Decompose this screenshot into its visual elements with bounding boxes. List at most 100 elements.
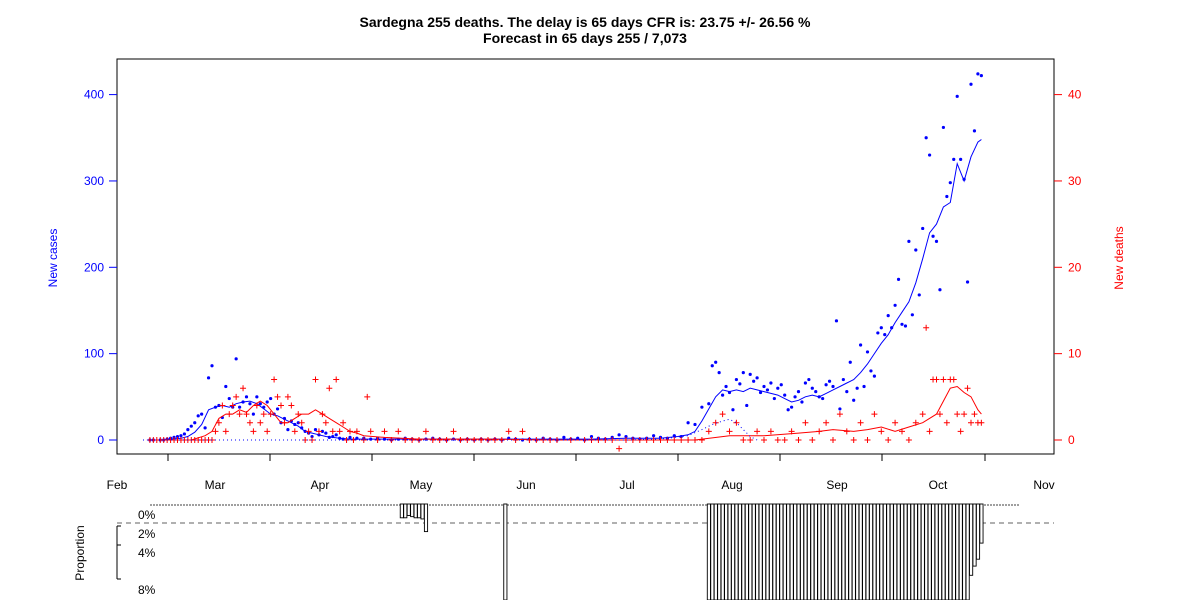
proportion-bar (951, 503, 956, 600)
y-left-tick-label: 100 (84, 347, 104, 361)
death-point (322, 419, 329, 426)
death-point (809, 437, 816, 443)
death-point (491, 437, 498, 443)
case-point (807, 377, 811, 382)
proportion-bar (975, 503, 981, 560)
death-point (305, 428, 312, 435)
proportion-bar (503, 503, 508, 600)
case-point (941, 125, 946, 130)
proportion-bar (844, 503, 849, 600)
y-left-tick-label: 0 (97, 433, 104, 447)
x-tick-label-sep: Sep (826, 478, 848, 492)
chart-subtitle: Forecast in 65 days 255 / 7,073 (483, 30, 687, 46)
death-point (429, 437, 436, 443)
proportion-bar (855, 503, 860, 600)
case-point (707, 402, 711, 406)
proportion-bar (938, 503, 943, 600)
proportion-bar (862, 503, 867, 600)
case-point (714, 360, 718, 364)
death-point (457, 437, 464, 443)
case-point (562, 435, 566, 440)
proportion-bar (420, 503, 425, 520)
death-point (954, 411, 961, 418)
case-point (938, 288, 942, 292)
proportion-bar (972, 503, 977, 567)
proportion-bar (827, 503, 832, 600)
case-point (945, 194, 949, 199)
proportion-bar (906, 503, 912, 600)
case-point (855, 386, 859, 390)
case-point (969, 82, 973, 86)
death-point (364, 393, 371, 400)
case-point (296, 421, 300, 425)
proportion-bar (806, 503, 811, 600)
proportion-bar (765, 503, 770, 600)
death-point (857, 419, 864, 426)
case-point (838, 407, 842, 411)
proportion-bar (875, 503, 880, 600)
proportion-bar (841, 503, 846, 600)
case-point (928, 153, 932, 157)
y-left-axis-label: New cases (46, 229, 60, 288)
proportion-tick-label: 2% (138, 527, 156, 541)
case-point (893, 303, 897, 307)
death-point (961, 411, 968, 418)
death-point (971, 411, 978, 418)
proportion-bar (831, 503, 836, 600)
proportion-bar (762, 503, 767, 600)
proportion-bar (717, 503, 722, 600)
case-point (741, 371, 745, 375)
death-point (905, 437, 912, 443)
death-point (343, 437, 350, 443)
case-point (862, 384, 866, 389)
case-point (313, 428, 318, 432)
x-tick-label-nov: Nov (1033, 478, 1054, 492)
case-point (200, 412, 204, 416)
death-point (926, 428, 933, 435)
proportion-bar (931, 503, 936, 600)
x-tick-label-jun: Jun (516, 478, 535, 492)
proportion-bar (741, 503, 746, 600)
case-point (921, 226, 925, 231)
proportion-bar (768, 503, 774, 600)
proportion-bar (917, 503, 922, 600)
death-point (616, 445, 623, 452)
x-tick-label-mar: Mar (205, 478, 226, 492)
proportion-bar (803, 503, 808, 600)
death-point (291, 428, 298, 435)
case-point (955, 94, 959, 98)
proportion-bar (955, 503, 960, 600)
proportion-tick-label: 4% (138, 546, 156, 560)
case-point (734, 377, 739, 382)
case-point (779, 383, 783, 387)
death-point (212, 428, 219, 435)
proportion-panel: 0% 2% 4% 8% (116, 503, 1054, 600)
death-point (719, 411, 726, 418)
case-point (324, 431, 328, 435)
proportion-bar (734, 503, 739, 600)
case-point (883, 333, 887, 337)
y-right-tick-label: 40 (1068, 88, 1082, 102)
proportion-bar (713, 503, 718, 600)
case-point (234, 357, 238, 361)
plot-frame (116, 58, 1055, 455)
case-point (710, 364, 714, 368)
death-point (264, 428, 271, 435)
case-point (786, 408, 790, 412)
death-point (409, 437, 416, 443)
case-point (865, 350, 870, 354)
case-point (348, 435, 352, 440)
case-point (755, 376, 759, 380)
death-point (443, 437, 450, 443)
case-point (310, 434, 314, 439)
death-point (233, 393, 240, 400)
axes: Feb Mar Apr May Jun Jul Aug Sep Oct Nov0100200300… (84, 88, 1082, 492)
death-point (271, 376, 278, 383)
x-tick-label-feb: Feb (107, 478, 128, 492)
death-point (726, 428, 733, 435)
case-point (175, 434, 180, 439)
case-point (965, 280, 970, 284)
death-point (381, 428, 388, 435)
death-point (871, 411, 878, 418)
